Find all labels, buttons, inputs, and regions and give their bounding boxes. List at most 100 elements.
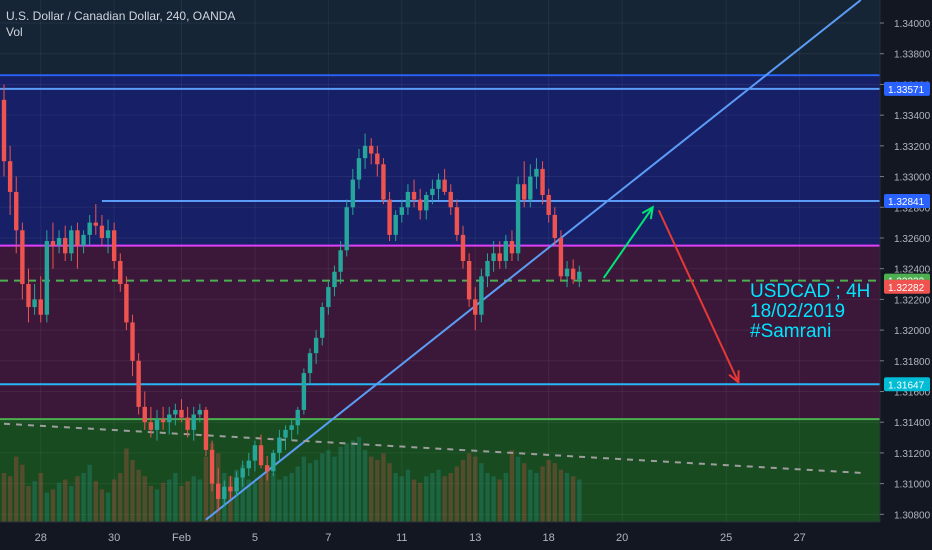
- volume-bar: [332, 456, 337, 522]
- candle-body: [344, 207, 349, 251]
- volume-label[interactable]: Vol: [6, 25, 23, 39]
- candle-body: [234, 477, 239, 492]
- price-tag-box: [884, 279, 930, 294]
- price-tag-label: 1.32841: [888, 197, 925, 208]
- candle-body: [69, 230, 74, 254]
- volume-bar: [460, 459, 466, 522]
- volume-bar: [577, 479, 582, 522]
- volume-bar: [264, 469, 270, 522]
- candle-body: [7, 161, 13, 192]
- candle-body: [393, 214, 398, 235]
- price-tick-label: 1.32000: [894, 326, 931, 337]
- candle-body: [326, 287, 331, 308]
- candle-body: [381, 164, 386, 200]
- volume-bar: [540, 466, 545, 522]
- candle-body: [417, 199, 423, 211]
- time-tick-label: 5: [252, 532, 258, 544]
- volume-bar: [44, 492, 50, 522]
- candle-body: [295, 409, 300, 426]
- candle-body: [564, 268, 570, 277]
- volume-bar: [356, 437, 362, 522]
- price-tick-label: 1.32400: [894, 265, 931, 276]
- candle-body: [142, 406, 147, 423]
- volume-bar: [448, 472, 453, 522]
- candle-body: [528, 176, 533, 200]
- time-tick-label: Feb: [172, 532, 191, 544]
- price-tag-box: [884, 377, 930, 392]
- volume-bar: [503, 472, 509, 522]
- candle-body: [246, 460, 251, 469]
- down-arrow-head: [728, 370, 740, 385]
- grid-layer: [0, 0, 880, 522]
- candle-body: [479, 276, 484, 315]
- candle-body: [124, 284, 129, 323]
- volume-bar: [277, 479, 282, 522]
- volume-bar: [289, 472, 294, 522]
- volume-bar: [338, 446, 343, 522]
- volume-bar: [32, 481, 37, 522]
- candle-body: [99, 225, 105, 238]
- time-tick-label: 18: [543, 532, 555, 544]
- volume-bar: [124, 448, 129, 522]
- volume-bar: [479, 463, 484, 522]
- volume-bar: [69, 486, 74, 522]
- candle-body: [448, 191, 453, 208]
- candle-body: [136, 360, 141, 407]
- volume-bar: [497, 479, 502, 522]
- candle-body: [405, 191, 411, 208]
- symbol-title[interactable]: U.S. Dollar / Canadian Dollar, 240, OAND…: [6, 9, 236, 23]
- volume-bar: [430, 472, 435, 522]
- candle-body: [240, 468, 245, 478]
- time-tick-label: 30: [108, 532, 120, 544]
- candle-body: [454, 207, 460, 235]
- candle-body: [356, 158, 362, 180]
- candle-body: [93, 222, 98, 226]
- price-tick-label: 1.31600: [894, 388, 931, 399]
- volume-bar: [436, 469, 441, 522]
- candle-body: [111, 230, 117, 261]
- candle-body: [577, 271, 582, 280]
- candle-body: [320, 307, 325, 338]
- volume-bar: [399, 476, 404, 522]
- candle-body: [491, 253, 496, 261]
- candle-body: [167, 414, 172, 423]
- candle-body: [81, 234, 86, 246]
- ascending-trendline: [205, 0, 862, 521]
- volume-bar: [509, 450, 515, 522]
- candle-body: [485, 261, 490, 277]
- volume-bar: [130, 459, 135, 522]
- volume-bar: [485, 472, 490, 522]
- green-zone: [0, 419, 880, 522]
- blue-zone: [0, 76, 880, 246]
- price-tag-box: [884, 81, 930, 96]
- candle-body: [570, 268, 576, 280]
- volume-bar: [203, 456, 209, 522]
- candle-body: [509, 241, 515, 254]
- upper-background-tint: [0, 0, 880, 77]
- candle-body: [44, 241, 50, 315]
- candle-body: [307, 353, 313, 374]
- candle-body: [20, 230, 25, 285]
- time-tick-label: 27: [793, 532, 805, 544]
- volume-bar: [87, 464, 92, 522]
- volume-bar: [411, 479, 417, 522]
- candles-layer: [1, 84, 582, 512]
- time-axis-panel: [0, 522, 932, 550]
- volume-bar: [105, 492, 111, 522]
- annotation-line-2: 18/02/2019: [750, 301, 846, 322]
- volume-bar: [417, 482, 423, 522]
- price-tick-label: 1.33000: [894, 173, 931, 184]
- volume-bar: [136, 469, 141, 522]
- volume-bar: [381, 453, 386, 522]
- candle-body: [497, 253, 502, 261]
- candle-body: [130, 322, 135, 361]
- candle-body: [1, 99, 7, 162]
- price-tick-label: 1.33800: [894, 50, 931, 61]
- candle-body: [160, 419, 166, 423]
- volume-bar: [258, 476, 264, 522]
- price-tick-label: 1.33200: [894, 142, 931, 153]
- volume-bar: [564, 472, 570, 522]
- up-arrow-head: [641, 205, 655, 220]
